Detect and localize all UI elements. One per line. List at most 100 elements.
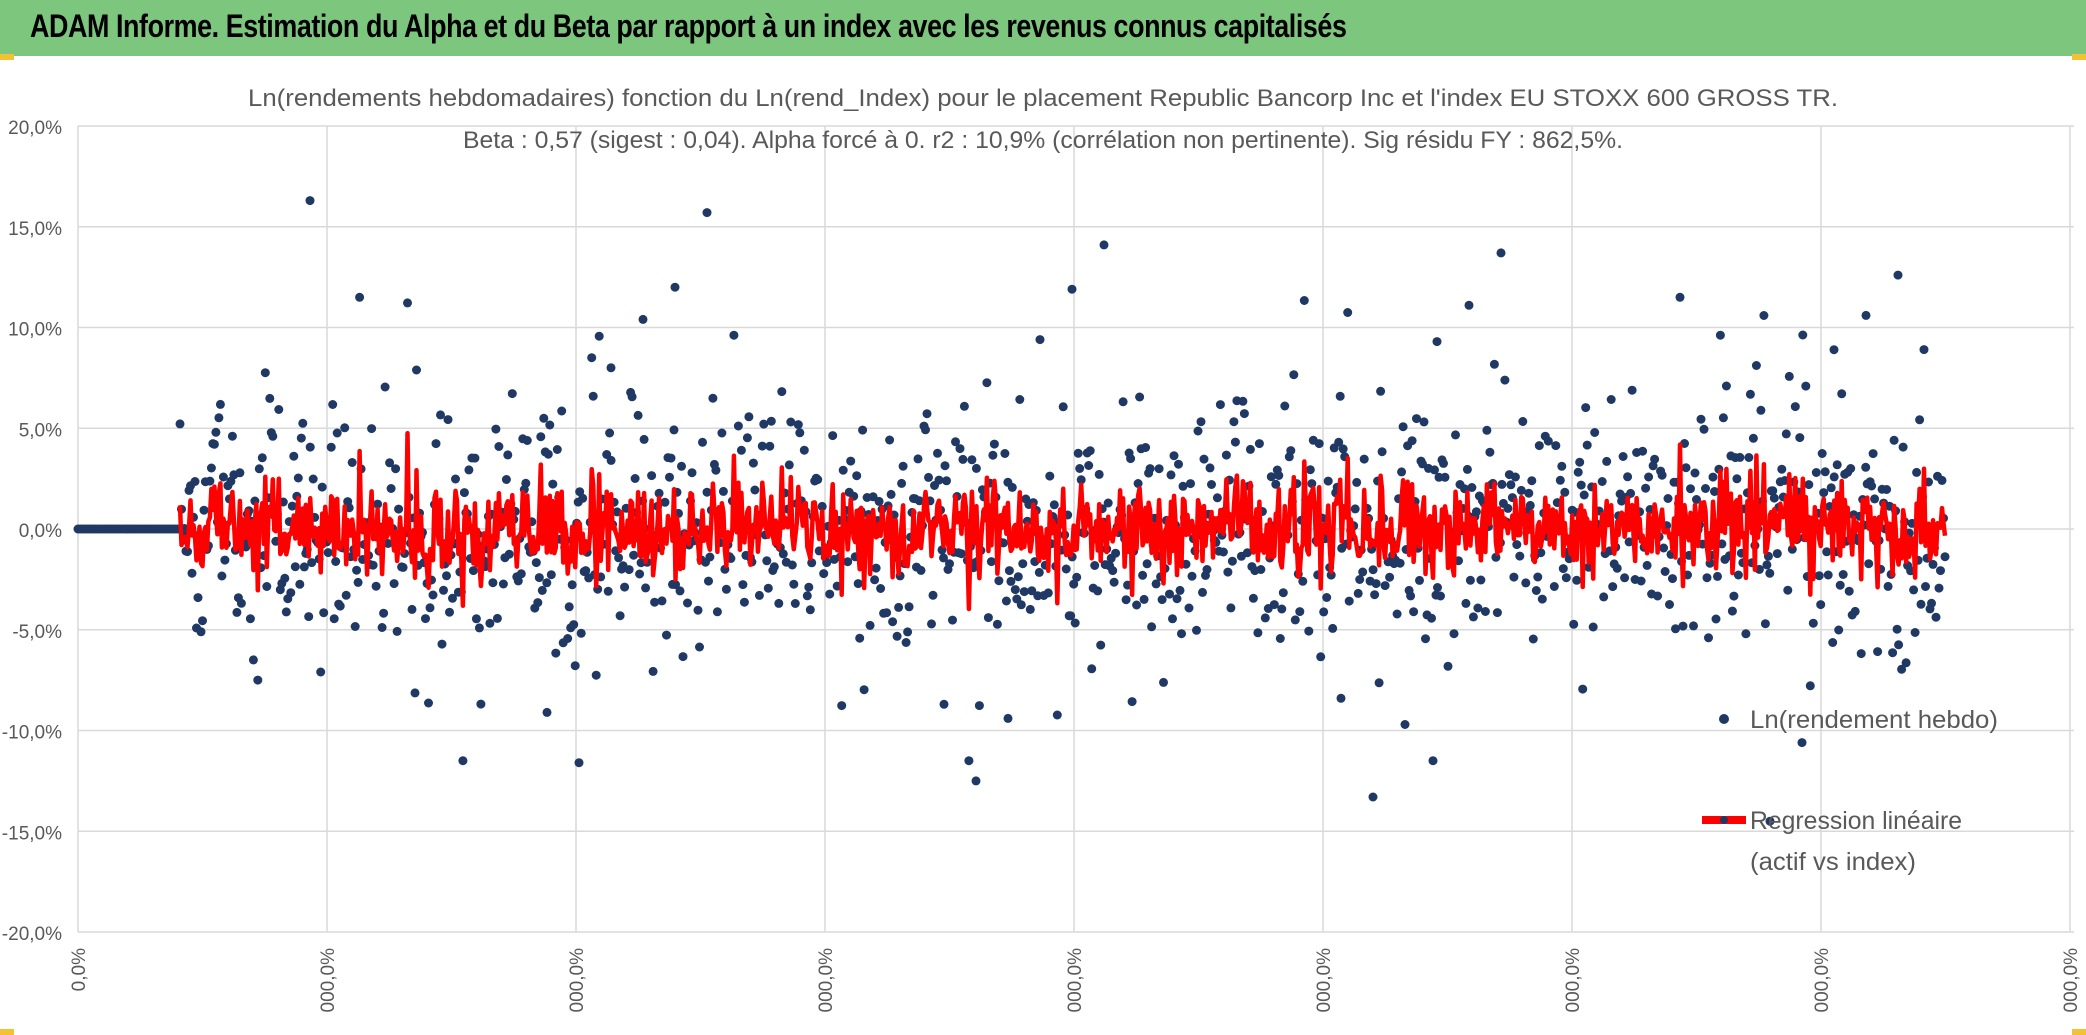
data-point (799, 445, 809, 455)
data-point (1166, 470, 1176, 480)
data-point (1154, 464, 1164, 474)
data-point (1260, 613, 1270, 623)
data-point (677, 461, 686, 471)
data-point (1573, 467, 1583, 477)
data-point (1659, 543, 1669, 553)
data-point (687, 468, 697, 478)
data-point (1641, 483, 1651, 493)
data-point (1145, 464, 1155, 474)
data-point (1708, 472, 1718, 482)
data-point (183, 547, 192, 557)
data-point (1681, 463, 1691, 473)
data-point (1569, 619, 1579, 629)
data-point (1928, 559, 1938, 569)
data-point (1931, 612, 1941, 622)
data-point (825, 589, 835, 599)
data-point (289, 451, 299, 461)
data-point (1850, 606, 1860, 616)
data-point (762, 556, 772, 566)
data-point (545, 420, 555, 430)
data-point (765, 441, 775, 451)
data-point (874, 496, 884, 506)
data-point (1846, 464, 1856, 473)
data-point (567, 580, 577, 590)
data-point (1468, 612, 1478, 622)
data-point (933, 448, 942, 458)
data-point (326, 442, 336, 452)
data-point (1835, 580, 1845, 590)
data-point (1909, 585, 1919, 595)
y-tick-label: 0,0% (19, 521, 62, 542)
data-point (1882, 485, 1892, 494)
data-point (898, 461, 908, 471)
data-point (921, 425, 930, 435)
data-point (786, 417, 796, 427)
data-point (859, 685, 869, 695)
data-point (1817, 449, 1827, 458)
data-point (620, 582, 630, 592)
data-point (448, 593, 457, 603)
chart-title-line1: Ln(rendements hebdomadaires) fonction du… (248, 85, 1838, 112)
data-point (1745, 389, 1755, 399)
data-point (1334, 437, 1344, 447)
data-point (1642, 560, 1652, 570)
data-point (650, 597, 660, 607)
data-point (262, 582, 272, 591)
data-point (1834, 625, 1844, 635)
data-point (437, 639, 447, 649)
y-tick-label: -15,0% (2, 823, 62, 844)
data-point (1889, 435, 1899, 445)
data-point (641, 583, 651, 593)
data-point (1781, 429, 1791, 439)
data-point (1675, 292, 1685, 302)
data-point (1199, 454, 1209, 464)
data-point (1307, 479, 1317, 489)
data-point (317, 482, 327, 492)
data-point (603, 586, 613, 596)
data-point (335, 601, 345, 611)
data-point (501, 475, 511, 484)
data-point (1578, 684, 1588, 694)
data-point (235, 468, 245, 478)
data-point (1864, 559, 1874, 569)
data-point (248, 655, 258, 665)
data-point (1492, 608, 1502, 618)
regression-line (177, 431, 1948, 612)
data-point (1001, 596, 1011, 606)
data-point (1326, 570, 1336, 580)
data-point (1657, 470, 1667, 480)
data-point (498, 579, 508, 589)
data-point (305, 196, 315, 206)
data-point (957, 549, 966, 559)
data-point (1192, 625, 1201, 635)
data-point (876, 584, 886, 593)
data-point (964, 756, 974, 766)
data-point (1837, 389, 1847, 399)
data-point (1823, 570, 1833, 580)
data-point (1245, 444, 1255, 454)
x-tick-label: 000,0% (2061, 948, 2082, 1013)
data-point (485, 618, 495, 628)
data-point (1624, 537, 1634, 547)
data-point (1374, 678, 1384, 688)
data-point (494, 442, 504, 451)
data-point (557, 406, 567, 416)
data-point (1534, 441, 1544, 451)
data-point (1135, 392, 1145, 402)
data-point (615, 611, 625, 621)
data-point (1443, 661, 1453, 671)
data-point (1536, 548, 1546, 558)
data-point (1893, 270, 1903, 280)
data-point (1215, 400, 1225, 410)
data-point (1397, 467, 1407, 477)
data-point (546, 570, 556, 580)
data-point (971, 463, 981, 473)
data-point (704, 576, 713, 586)
data-point (1715, 330, 1725, 340)
report-title: ADAM Informe. Estimation du Alpha et du … (30, 8, 1347, 44)
data-point (1599, 592, 1609, 602)
data-point (1376, 386, 1386, 396)
data-point (1921, 582, 1930, 591)
data-point (858, 425, 868, 435)
data-point (1711, 614, 1721, 624)
